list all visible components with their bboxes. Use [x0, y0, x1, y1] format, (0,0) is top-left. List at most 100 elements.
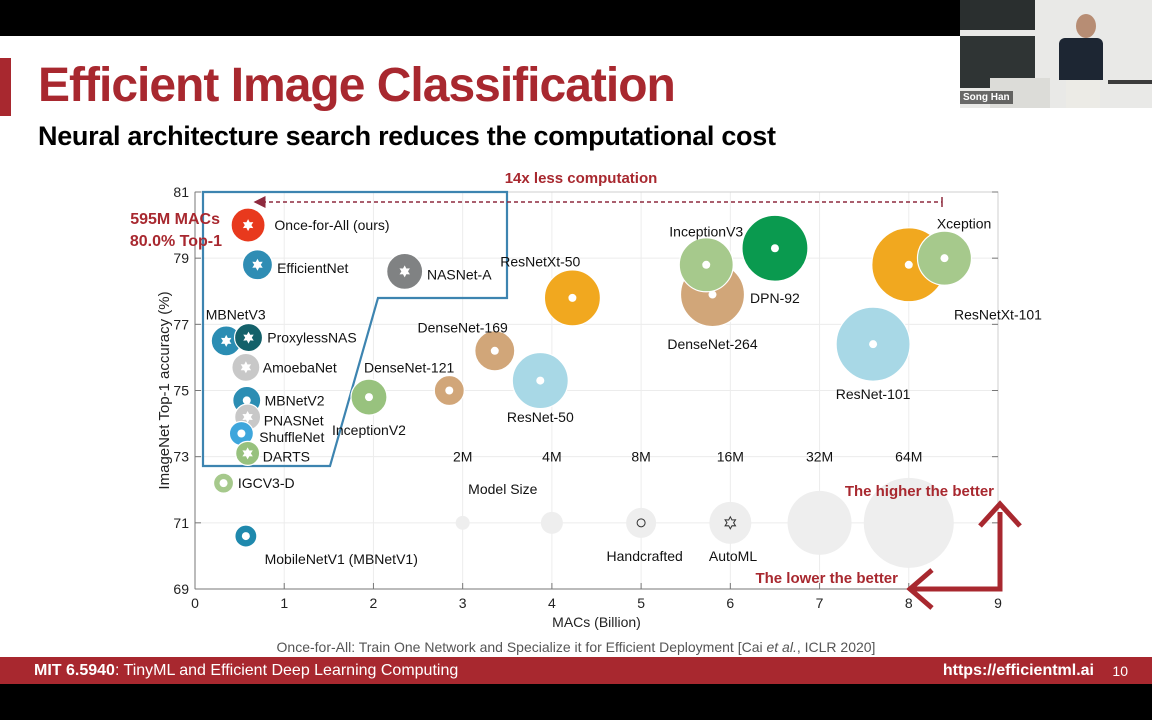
chart-bubbles [210, 207, 973, 548]
slide [0, 36, 1152, 684]
bubble-label: DARTS [263, 449, 310, 465]
size-legend-circle [626, 507, 657, 538]
handcrafted-dot-icon [364, 393, 373, 402]
automl-star-icon [399, 265, 410, 278]
handcrafted-dot-icon [219, 479, 228, 488]
handcrafted-dot-icon [536, 376, 545, 385]
bubble-shufflenet[interactable] [228, 420, 254, 447]
bubble-darts[interactable] [235, 440, 261, 466]
higher-better-annotation: The higher the better [845, 483, 994, 500]
y-tick-label: 71 [173, 515, 189, 531]
nas-region-outline [201, 190, 509, 468]
bubble-resnet-101[interactable] [835, 306, 911, 382]
slide-title: Efficient Image Classification [38, 59, 676, 112]
size-legend-label: 32M [806, 449, 833, 465]
bubble-label: EfficientNet [277, 260, 348, 276]
better-arrows [912, 512, 1003, 592]
course-url-link[interactable]: https://efficientml.ai [942, 662, 1094, 679]
bubble-xception[interactable] [916, 230, 973, 286]
bubble-resnetxt-50[interactable] [543, 269, 602, 327]
bubble-label: InceptionV3 [669, 224, 743, 240]
x-tick-label: 9 [994, 595, 1002, 611]
size-legend-label: 2M [453, 449, 472, 465]
bubble-label: IGCV3-D [238, 475, 295, 491]
bubble-label: ShuffleNet [259, 429, 324, 445]
nas-region-outline-path [201, 190, 509, 468]
automl-star-icon [242, 219, 254, 232]
bubble-label: ResNetXt-101 [954, 306, 1042, 322]
y-axis-label: ImageNet Top-1 accuracy (%) [156, 291, 173, 489]
speaker-name: Song Han [960, 91, 1013, 104]
model-size-legend: 2M 4M 8M 16M 32M 64M Model Size Handcrafted Auto… [453, 449, 954, 568]
chart-labels: Once-for-All (ours) EfficientNet NASNet-A P… [206, 215, 1042, 567]
bubble-label: DenseNet-121 [364, 359, 454, 375]
bubble-label: Xception [937, 215, 991, 231]
less-computation-annotation: 14x less computation [505, 170, 658, 187]
bubble-igcv3-d[interactable] [212, 472, 235, 494]
x-tick-label: 6 [726, 595, 734, 611]
automl-star-icon [252, 258, 263, 271]
citation: Once-for-All: Train One Network and Spec… [276, 639, 876, 655]
y-tick-label: 79 [173, 250, 189, 266]
up-arrowhead-icon [978, 500, 1022, 528]
ofa-macs-annotation: 595M MACs [130, 211, 220, 228]
x-tick-label: 7 [816, 595, 824, 611]
bubble-proxylessnas[interactable] [233, 322, 264, 353]
size-legend-circle [787, 490, 852, 555]
x-tick-label: 4 [548, 595, 556, 611]
automl-star-icon [240, 361, 252, 374]
bubble-label: ResNet-101 [836, 386, 911, 402]
size-legend-label: 8M [631, 449, 650, 465]
bubble-label: MBNetV2 [265, 392, 325, 408]
y-tick-label: 69 [173, 581, 189, 597]
bubble-inceptionv3[interactable] [678, 237, 734, 293]
chart-annotations: 595M MACs 80.0% Top-1 14x less computation… [130, 170, 1022, 610]
bubble-dpn-92[interactable] [741, 214, 809, 282]
handcrafted-dot-icon [237, 429, 246, 438]
bubble-nasnet-a[interactable] [386, 252, 424, 290]
blackboard [960, 0, 1035, 30]
bubble-label: InceptionV2 [332, 422, 406, 438]
handcrafted-dot-icon [869, 340, 878, 349]
size-legend-label: 4M [542, 449, 561, 465]
bubble-label: ProxylessNAS [267, 330, 356, 346]
speaker-head [1076, 14, 1096, 38]
automl-star-icon [724, 515, 737, 530]
size-legend-label: 16M [717, 449, 744, 465]
handcrafted-dot-icon [445, 386, 454, 395]
bubble-once-for-all-ours-[interactable] [230, 207, 266, 243]
bubble-label: ResNet-50 [507, 409, 574, 425]
bubble-resnet-50[interactable] [511, 351, 569, 410]
handcrafted-marker-icon [636, 518, 646, 528]
bubble-amoebanet[interactable] [231, 352, 261, 382]
handcrafted-dot-icon [708, 290, 717, 299]
y-tick-label: 81 [173, 184, 189, 200]
bubble-efficientnet[interactable] [241, 249, 274, 281]
y-tick-label: 77 [173, 316, 189, 332]
page-number: 10 [1112, 663, 1128, 679]
bubble-densenet-121[interactable] [433, 374, 465, 407]
bubble-label: PNASNet [264, 412, 324, 428]
title-accent-bar [0, 58, 11, 116]
y-tick-label: 75 [173, 383, 189, 399]
ofa-top1-annotation: 80.0% Top-1 [130, 233, 222, 250]
left-arrowhead-icon [906, 568, 934, 610]
size-legend-circle [455, 515, 470, 530]
bubble-mobilenetv1-mbnetv1-[interactable] [234, 524, 258, 548]
x-tick-label: 1 [280, 595, 288, 611]
handcrafted-dot-icon [242, 396, 251, 405]
automl-star-icon [242, 447, 253, 460]
size-legend-circle [540, 511, 563, 534]
bubble-label: Once-for-All (ours) [274, 217, 389, 233]
bubble-densenet-169[interactable] [474, 330, 516, 372]
bubble-label: AmoebaNet [263, 359, 337, 375]
bubble-inceptionv2[interactable] [350, 378, 388, 416]
size-legend-circle [863, 477, 954, 568]
bubble-label: DenseNet-169 [418, 320, 508, 336]
automl-star-icon [243, 331, 254, 344]
speaker-webcam: Song Han [960, 0, 1152, 108]
handcrafted-dot-icon [702, 260, 711, 269]
handcrafted-dot-icon [568, 293, 577, 302]
x-tick-label: 5 [637, 595, 645, 611]
